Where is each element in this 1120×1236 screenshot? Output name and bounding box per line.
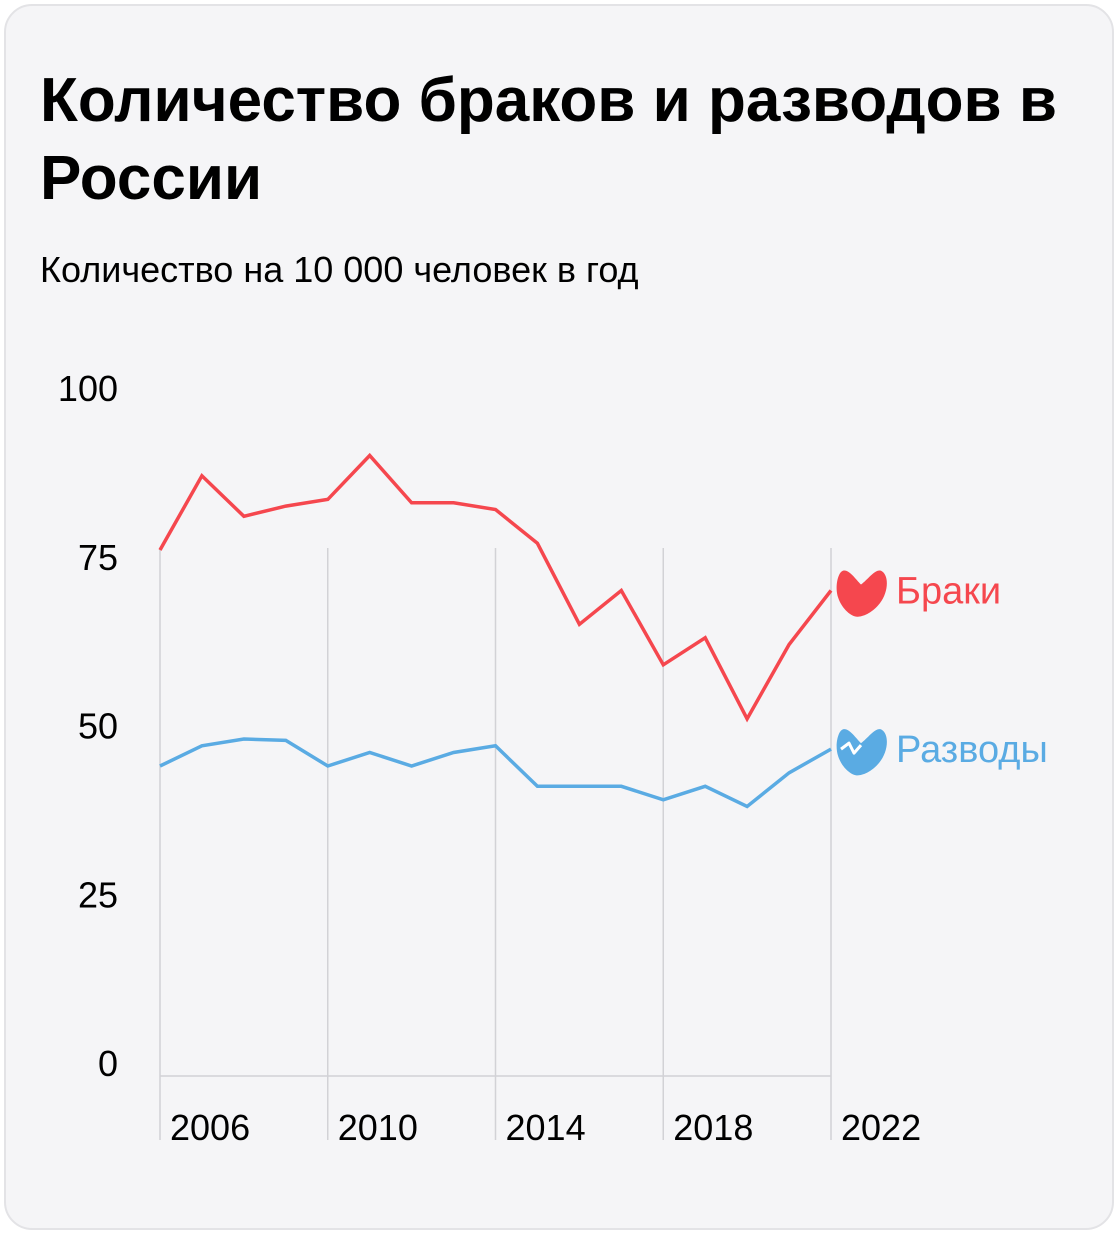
broken-heart-icon xyxy=(836,729,887,776)
y-tick-label-0: 0 xyxy=(98,1043,118,1084)
x-tick-label-2018: 2018 xyxy=(673,1107,753,1148)
chart-title: Количество браков и разводов в России xyxy=(40,66,1057,213)
series-markers xyxy=(836,570,887,776)
series-labels: Браки Разводы xyxy=(896,571,1048,772)
x-tick-label-2010: 2010 xyxy=(338,1107,418,1148)
x-axis-ticks: 2006 2010 2014 2018 2022 xyxy=(170,1107,921,1148)
x-tick-label-2014: 2014 xyxy=(506,1107,586,1148)
x-tick-label-2006: 2006 xyxy=(170,1107,250,1148)
chart-subtitle: Количество на 10 000 человек в год xyxy=(40,249,639,290)
heart-icon xyxy=(836,570,887,617)
chart-lines xyxy=(158,452,833,809)
chart-grid xyxy=(159,548,832,1140)
y-tick-label-50: 50 xyxy=(78,706,118,747)
x-tick-label-2022: 2022 xyxy=(841,1107,921,1148)
series-line-2 xyxy=(159,737,832,809)
y-axis-ticks: 0 25 50 75 100 xyxy=(58,368,118,1084)
series-line-1 xyxy=(158,452,833,723)
series-label-1: Браки xyxy=(896,571,1001,613)
chart-card xyxy=(4,4,1114,1230)
y-tick-label-25: 25 xyxy=(78,874,118,915)
y-tick-label-100: 100 xyxy=(58,368,118,409)
y-tick-label-75: 75 xyxy=(78,537,118,578)
series-label-2: Разводы xyxy=(896,729,1048,771)
